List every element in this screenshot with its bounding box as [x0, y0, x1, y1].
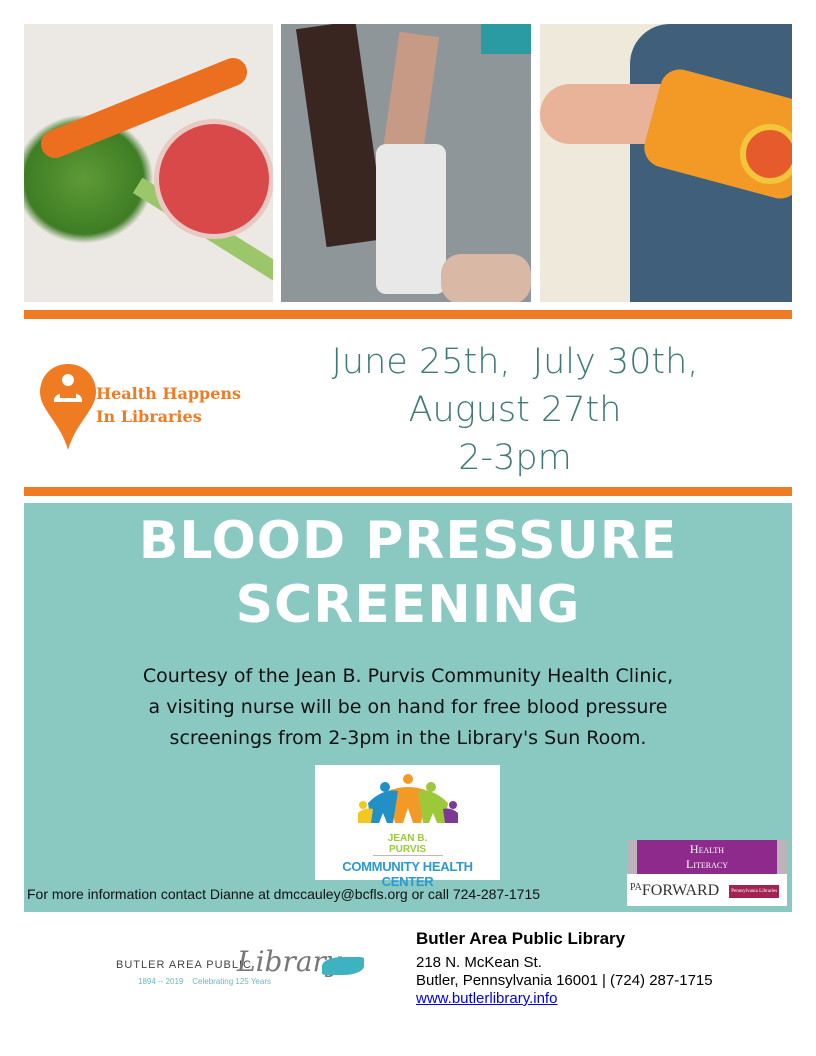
desc-line: screenings from 2-3pm in the Library's S…: [169, 727, 647, 749]
event-dates: June 25th, July 30th, August 27th 2-3pm: [270, 338, 760, 482]
library-website-link[interactable]: www.butlerlibrary.info: [416, 990, 558, 1007]
feather-icon: [322, 957, 364, 975]
event-title-line-2: SCREENING: [235, 575, 581, 635]
blood-pressure-cuff-photo: [281, 24, 531, 302]
library-name: Butler Area Public Library: [416, 929, 626, 948]
carrot-celery-juice-photo: [24, 24, 273, 302]
logo-line-1: Health Happens: [96, 384, 242, 403]
yoga-mat-photo: [540, 24, 792, 302]
dates-line-1: June 25th, July 30th,: [331, 342, 699, 382]
people-arch-icon: [357, 774, 458, 823]
event-panel: BLOOD PRESSURE SCREENING Courtesy of the…: [24, 503, 792, 912]
community-health-center-logo: JEAN B. PURVIS COMMUNITY HEALTH CENTER: [315, 765, 500, 889]
pa-text: PA: [630, 882, 642, 893]
orange-divider-bottom: [24, 487, 792, 496]
contact-info: For more information contact Dianne at d…: [27, 886, 541, 902]
library-address: 218 N. McKean St.: [416, 954, 542, 971]
library-city-phone: Butler, Pennsylvania 16001 | (724) 287-1…: [416, 972, 713, 989]
library-logo-tagline: 1894 -- 2019 Celebrating 125 Years: [138, 977, 271, 986]
event-description: Courtesy of the Jean B. Purvis Community…: [54, 661, 762, 754]
pa-logo-line-2: Literacy: [686, 857, 728, 871]
desc-line: a visiting nurse will be on hand for fre…: [148, 696, 668, 718]
event-title-line-1: BLOOD PRESSURE: [138, 511, 678, 571]
health-happens-in-libraries-logo: Health Happens In Libraries: [38, 362, 268, 452]
library-address-block: Butler Area Public Library 218 N. McKean…: [416, 930, 713, 1008]
butler-library-logo: BUTLER AREA PUBLIC Library 1894 -- 2019 …: [112, 945, 372, 1000]
event-time: 2-3pm: [458, 438, 572, 478]
clinic-logo-line-2: COMMUNITY HEALTH CENTER: [342, 859, 473, 889]
logo-line-2: In Libraries: [96, 407, 202, 426]
library-logo-name: BUTLER AREA PUBLIC: [116, 959, 252, 971]
desc-line: Courtesy of the Jean B. Purvis Community…: [142, 665, 674, 687]
orange-divider-top: [24, 310, 792, 319]
clinic-logo-line-1: JEAN B. PURVIS: [372, 833, 443, 856]
pa-libraries-badge: Pennsylvania Libraries: [729, 884, 780, 898]
pa-logo-line-1: Health: [689, 842, 725, 856]
dates-line-2: August 27th: [408, 390, 622, 430]
forward-text: FORWARD: [641, 882, 720, 899]
map-pin-reader-icon: [40, 364, 96, 450]
pa-forward-health-literacy-logo: Health Literacy PAFORWARD Pennsylvania L…: [627, 840, 787, 906]
